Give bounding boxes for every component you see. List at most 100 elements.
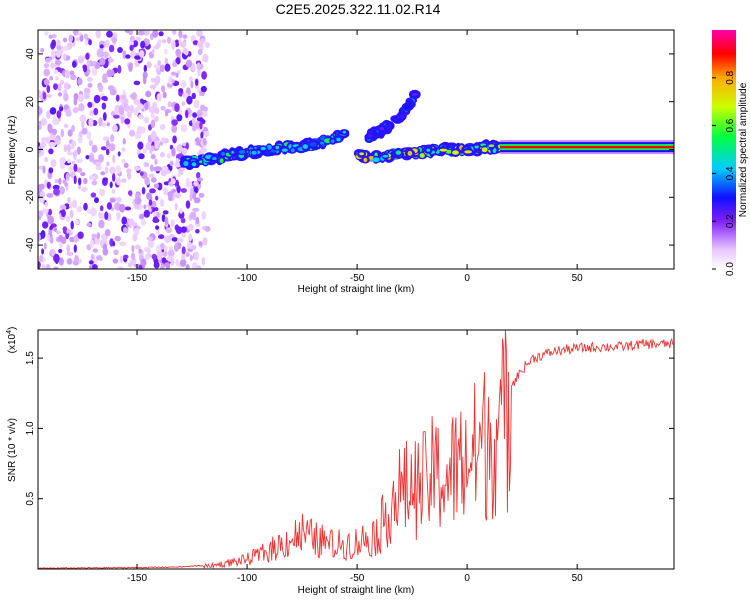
noise-dot (134, 244, 141, 250)
y-tick-label: 0 (25, 146, 36, 152)
noise-dot (176, 114, 183, 122)
trace-core (363, 157, 368, 163)
noise-dot (200, 131, 204, 139)
noise-dot (76, 146, 81, 155)
chart-title: C2E5.2025.322.11.02.R14 (276, 1, 441, 17)
noise-dot (67, 151, 74, 156)
noise-dot (98, 211, 102, 220)
trace-core (464, 150, 472, 154)
noise-dot (92, 60, 97, 66)
noise-dot (198, 241, 203, 246)
noise-dot (177, 237, 184, 243)
noise-dot (164, 235, 171, 243)
noise-dot (161, 214, 166, 223)
noise-dot (78, 177, 82, 186)
noise-dot (53, 253, 60, 263)
colorbar-tick-label: 0.4 (725, 166, 736, 180)
noise-dot (69, 145, 75, 150)
noise-dot (83, 92, 89, 100)
trace-core (379, 127, 385, 131)
noise-dot (77, 93, 84, 103)
noise-dot (47, 123, 53, 133)
noise-dot (180, 40, 187, 48)
colorbar-tick-label: 0.0 (725, 262, 736, 276)
noise-dot (46, 181, 51, 189)
noise-dot (96, 232, 100, 240)
noise-dot (174, 192, 182, 199)
noise-dot (41, 137, 48, 142)
noise-dot (135, 36, 141, 42)
noise-dot (77, 136, 83, 144)
trace-core (342, 130, 346, 134)
noise-dot (99, 57, 106, 66)
noise-dot (194, 78, 199, 86)
noise-dot (112, 258, 119, 264)
noise-dot (90, 175, 95, 180)
noise-dot (114, 235, 121, 242)
noise-dot (105, 139, 110, 148)
noise-dot (152, 211, 157, 217)
noise-dot (161, 39, 167, 44)
noise-dot (40, 117, 47, 127)
noise-dot (94, 197, 99, 204)
noise-dot (191, 117, 196, 125)
trace-core (290, 148, 295, 153)
noise-dot (122, 138, 126, 145)
noise-dot (131, 245, 135, 253)
noise-dot (164, 48, 168, 55)
noise-dot (44, 78, 50, 86)
noise-dot (38, 233, 41, 242)
noise-dot (148, 173, 155, 178)
noise-dot (83, 202, 88, 211)
noise-dot (162, 250, 168, 257)
noise-dot (166, 153, 172, 159)
x-tick-label: -100 (237, 273, 257, 284)
colorbar-label: Normalized spectral amplitude (738, 82, 749, 217)
noise-dot (170, 219, 175, 228)
noise-dot (80, 172, 86, 177)
noise-dot (104, 166, 109, 174)
noise-dot (137, 103, 144, 111)
noise-dot (62, 37, 68, 43)
trace-core (488, 144, 495, 147)
noise-dot (178, 30, 183, 39)
noise-dot (156, 93, 162, 102)
noise-dot (160, 198, 165, 207)
noise-dot (101, 102, 107, 110)
noise-dot (94, 161, 102, 167)
noise-dot (121, 158, 127, 164)
noise-dot (129, 44, 134, 52)
noise-dot (201, 225, 207, 231)
noise-dot (185, 200, 191, 209)
noise-dot (151, 145, 155, 152)
noise-dot (43, 242, 47, 250)
noise-dot (171, 119, 178, 126)
noise-dot (144, 162, 150, 168)
noise-dot (99, 205, 104, 212)
noise-dot (63, 93, 69, 102)
noise-dot (172, 30, 177, 36)
noise-dot (138, 50, 145, 58)
noise-dot (143, 209, 150, 218)
noise-dot (195, 120, 200, 130)
noise-dot (152, 101, 158, 109)
noise-dot (189, 187, 194, 194)
noise-dot (38, 183, 45, 190)
noise-dot (60, 79, 65, 85)
noise-dot (147, 239, 155, 249)
noise-dot (192, 112, 198, 118)
noise-dot (86, 209, 94, 214)
noise-dot (141, 187, 146, 195)
x-tick-label: -150 (127, 273, 147, 284)
noise-dot (47, 215, 54, 225)
noise-dot (66, 251, 74, 256)
noise-dot (193, 197, 201, 204)
noise-dot (166, 169, 171, 174)
noise-dot (169, 144, 174, 150)
trace-core (407, 150, 413, 156)
noise-dot (77, 183, 82, 190)
noise-dot (134, 55, 141, 60)
y-tick-label: 40 (25, 48, 36, 60)
trace-core (393, 118, 401, 122)
noise-dot (146, 61, 152, 69)
